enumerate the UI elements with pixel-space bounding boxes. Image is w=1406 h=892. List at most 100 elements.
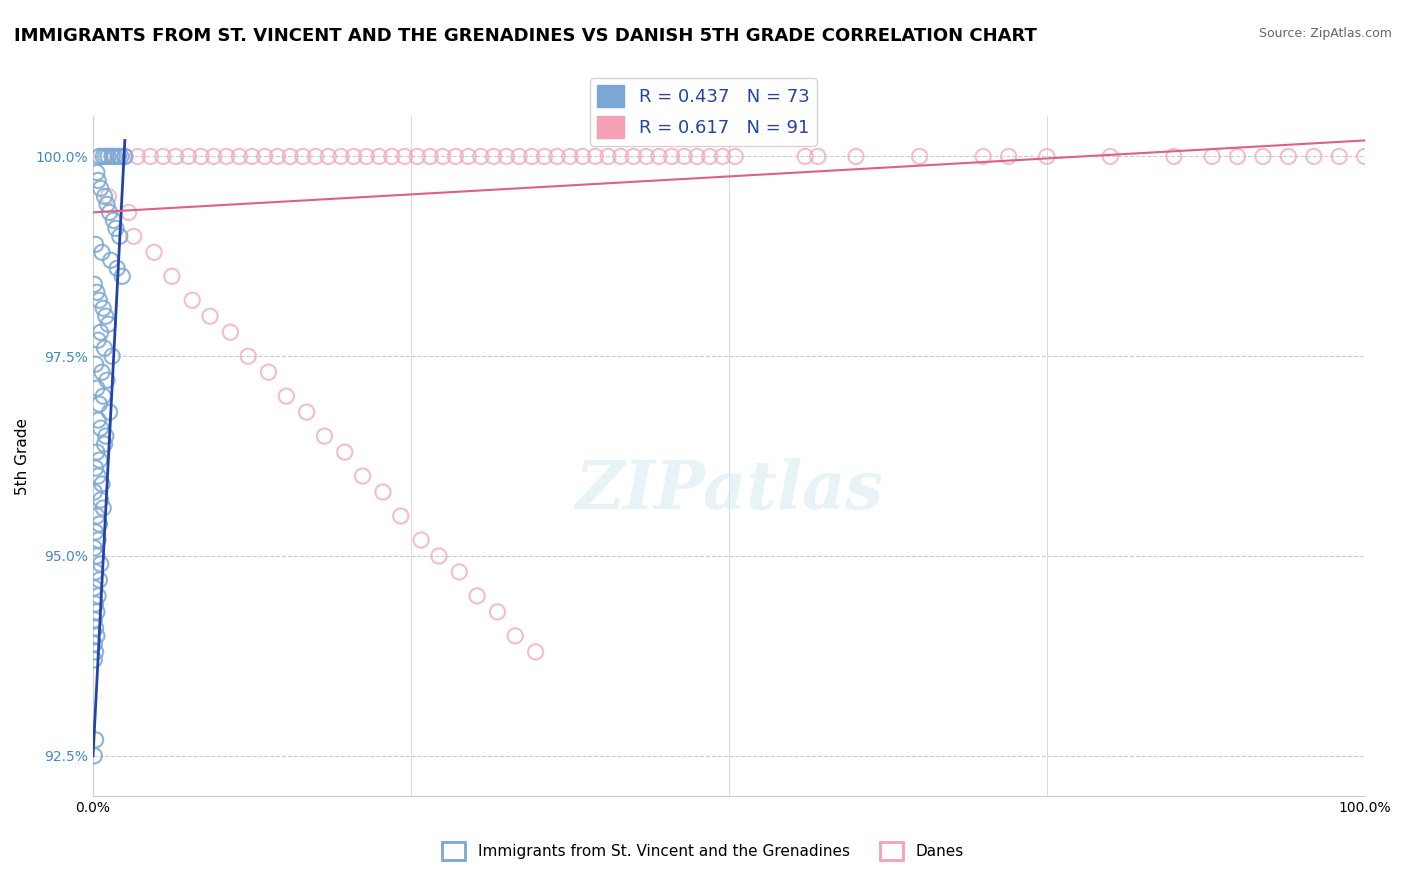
Point xyxy=(1277,149,1299,163)
Point xyxy=(84,645,107,659)
Point xyxy=(266,149,288,163)
Point xyxy=(91,365,114,379)
Point xyxy=(110,149,132,163)
Point xyxy=(117,205,139,219)
Point xyxy=(257,365,280,379)
Point xyxy=(152,149,174,163)
Text: ZIPatlas: ZIPatlas xyxy=(575,458,883,523)
Point xyxy=(114,149,136,163)
Point xyxy=(686,149,709,163)
Point xyxy=(86,381,108,395)
Point xyxy=(89,573,111,587)
Point xyxy=(1036,149,1059,163)
Point xyxy=(97,189,120,203)
Point xyxy=(202,149,225,163)
Point xyxy=(711,149,734,163)
Point xyxy=(91,501,114,516)
Point xyxy=(352,469,374,483)
Point xyxy=(86,629,108,643)
Point xyxy=(90,181,112,195)
Point xyxy=(84,732,107,747)
Point xyxy=(583,149,606,163)
Point xyxy=(1302,149,1324,163)
Point xyxy=(444,149,467,163)
Point xyxy=(997,149,1019,163)
Point xyxy=(84,237,107,252)
Point xyxy=(103,213,125,227)
Point xyxy=(89,149,111,163)
Point xyxy=(427,549,450,563)
Point xyxy=(111,269,134,284)
Point xyxy=(330,149,353,163)
Point xyxy=(91,245,114,260)
Point xyxy=(94,429,117,443)
Point xyxy=(482,149,505,163)
Point xyxy=(486,605,509,619)
Point xyxy=(84,621,107,635)
Point xyxy=(90,421,112,435)
Point xyxy=(908,149,931,163)
Point xyxy=(240,149,263,163)
Point xyxy=(101,349,124,363)
Point xyxy=(508,149,530,163)
Point xyxy=(87,589,110,603)
Point xyxy=(89,516,111,531)
Point xyxy=(190,149,212,163)
Point xyxy=(368,149,391,163)
Point xyxy=(107,149,129,163)
Point xyxy=(1201,149,1223,163)
Point xyxy=(699,149,721,163)
Point xyxy=(177,149,200,163)
Point xyxy=(89,453,111,467)
Point xyxy=(91,477,114,491)
Point xyxy=(276,389,298,403)
Point xyxy=(139,149,162,163)
Text: Source: ZipAtlas.com: Source: ZipAtlas.com xyxy=(1258,27,1392,40)
Point xyxy=(291,149,314,163)
Point xyxy=(278,149,301,163)
Point xyxy=(470,149,492,163)
Point xyxy=(101,149,124,163)
Point xyxy=(520,149,543,163)
Point xyxy=(127,149,149,163)
Point xyxy=(89,293,111,308)
Point xyxy=(98,205,121,219)
Point xyxy=(165,149,187,163)
Point xyxy=(1251,149,1274,163)
Point xyxy=(371,485,394,500)
Point xyxy=(495,149,517,163)
Point xyxy=(181,293,204,308)
Point xyxy=(314,429,336,443)
Point xyxy=(86,165,108,179)
Point xyxy=(432,149,454,163)
Point xyxy=(160,269,183,284)
Point xyxy=(87,333,110,347)
Point xyxy=(90,557,112,571)
Point xyxy=(333,445,356,459)
Point xyxy=(524,645,547,659)
Point xyxy=(89,397,111,411)
Point xyxy=(1354,149,1376,163)
Point xyxy=(83,613,105,627)
Point xyxy=(84,461,107,475)
Point xyxy=(86,445,108,459)
Legend: R = 0.437   N = 73, R = 0.617   N = 91: R = 0.437 N = 73, R = 0.617 N = 91 xyxy=(591,78,817,145)
Point xyxy=(91,301,114,316)
Point xyxy=(83,581,105,595)
Point xyxy=(807,149,830,163)
Point xyxy=(295,405,318,419)
Point xyxy=(143,245,166,260)
Point xyxy=(83,485,105,500)
Point xyxy=(381,149,404,163)
Point xyxy=(533,149,555,163)
Point xyxy=(411,533,433,547)
Point xyxy=(389,509,412,524)
Point xyxy=(87,173,110,187)
Point xyxy=(93,341,115,355)
Point xyxy=(84,565,107,579)
Point xyxy=(114,149,136,163)
Point xyxy=(253,149,276,163)
Point xyxy=(87,533,110,547)
Point xyxy=(845,149,868,163)
Point xyxy=(122,229,145,244)
